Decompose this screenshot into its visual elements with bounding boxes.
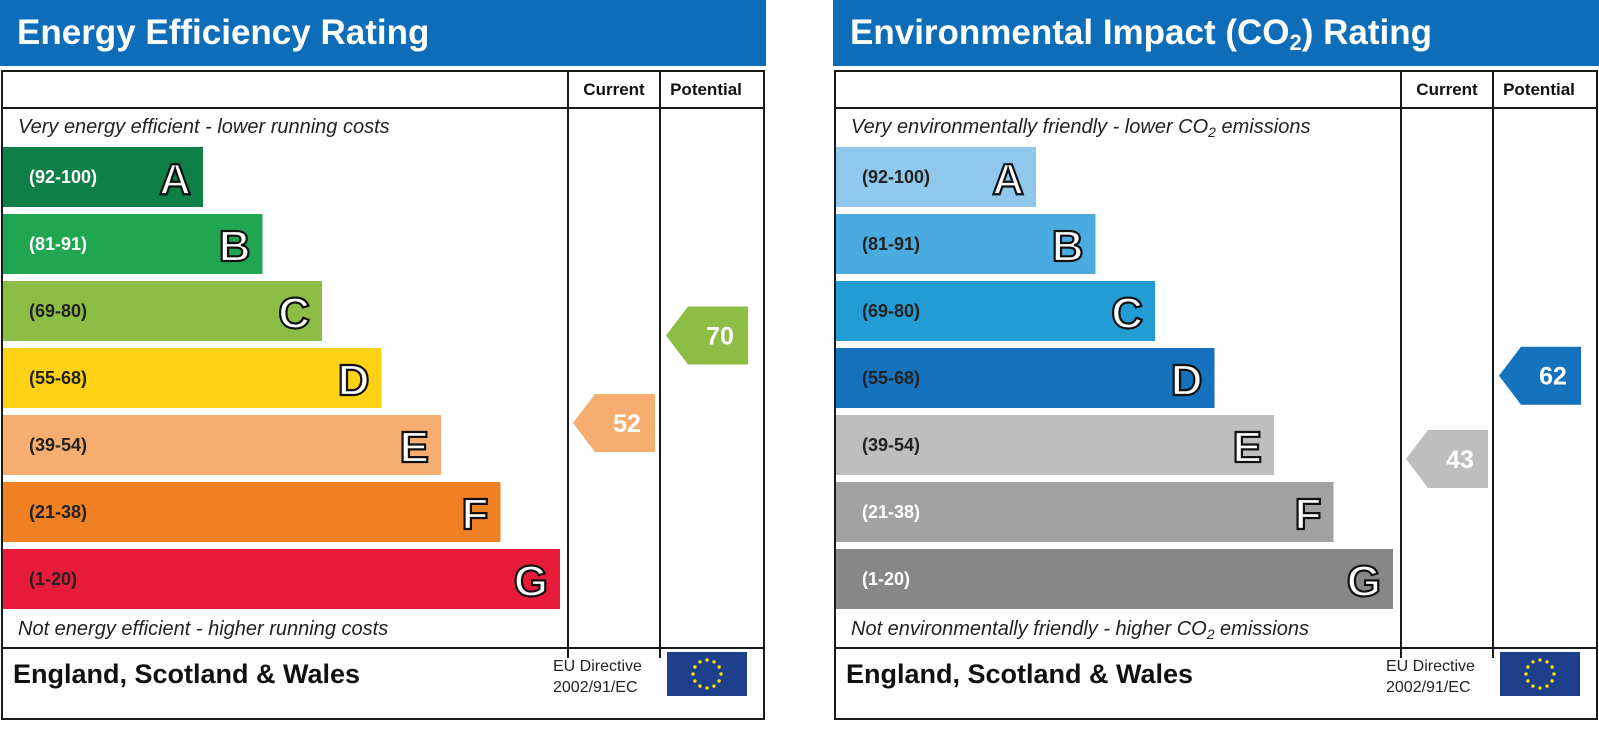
current-column-header: Current — [1416, 80, 1478, 99]
bar-e — [3, 415, 441, 475]
bar-letter: D — [338, 356, 370, 405]
caption-bottom-text: Not environmentally friendly - higher CO — [851, 618, 1207, 640]
bar-range-label: (39-54) — [29, 435, 87, 455]
caption-top-subscript: 2 — [1208, 124, 1216, 140]
bar-range-label: (1-20) — [862, 569, 910, 589]
potential-rating-arrow — [1499, 346, 1581, 405]
divider — [1492, 72, 1494, 658]
caption-bottom-subscript: 2 — [1206, 626, 1215, 642]
bar-letter: F — [1295, 490, 1322, 539]
bar-d — [3, 348, 382, 408]
bar-letter: G — [514, 557, 548, 606]
divider — [567, 72, 569, 658]
bar-range-label: (55-68) — [862, 368, 920, 388]
bar-range-label: (81-91) — [862, 234, 920, 254]
bar-range-label: (69-80) — [29, 301, 87, 321]
caption-top: Very environmentally friendly - lower CO… — [851, 116, 1310, 140]
bar-e — [836, 415, 1274, 475]
divider — [3, 107, 763, 109]
bar-c — [836, 281, 1155, 341]
bar-f — [3, 482, 501, 542]
caption-top-text: Very environmentally friendly - lower CO — [851, 116, 1209, 138]
current-rating-value: 52 — [613, 410, 641, 438]
eu-directive-line2: 2002/91/EC — [1386, 679, 1471, 696]
bar-letter: G — [1347, 557, 1381, 606]
eu-directive-line2: 2002/91/EC — [553, 679, 638, 696]
divider — [836, 647, 1596, 649]
bar-range-label: (1-20) — [29, 569, 77, 589]
chart-frame: Current Potential Very energy efficient … — [1, 70, 765, 720]
bar-letter: E — [1233, 423, 1262, 472]
eu-directive: EU Directive 2002/91/EC — [1386, 656, 1475, 698]
chart-title: Energy Efficiency Rating — [0, 0, 766, 66]
eu-flag-icon — [1500, 652, 1580, 696]
bar-f — [836, 482, 1334, 542]
divider — [3, 647, 763, 649]
potential-rating-arrow — [666, 306, 748, 365]
divider — [659, 72, 661, 658]
bar-range-label: (21-38) — [862, 502, 920, 522]
rating-bars: (92-100) A (81-91) B (69-80) C (55-68) D (39-54)… — [3, 147, 748, 609]
chart-title: Environmental Impact (CO2) Rating — [833, 0, 1599, 66]
bar-a — [836, 147, 1036, 207]
current-rating-value: 43 — [1446, 446, 1474, 474]
chart-title-subscript: 2 — [1289, 30, 1302, 55]
current-rating-arrow — [1406, 430, 1488, 488]
bar-range-label: (69-80) — [862, 301, 920, 321]
bar-range-label: (21-38) — [29, 502, 87, 522]
caption-top: Very energy efficient - lower running co… — [18, 116, 390, 138]
eu-directive: EU Directive 2002/91/EC — [553, 656, 642, 698]
bar-letter: A — [992, 155, 1024, 204]
eu-flag-icon — [667, 652, 747, 696]
chart-frame: Current Potential Very environmentally f… — [834, 70, 1598, 720]
bar-letter: F — [462, 490, 489, 539]
bar-letter: A — [159, 155, 191, 204]
divider — [836, 107, 1596, 109]
environmental-impact-panel: Environmental Impact (CO2) Rating Curren… — [833, 0, 1599, 720]
bar-g — [836, 549, 1393, 609]
eu-directive-line1: EU Directive — [553, 658, 642, 675]
bar-range-label: (92-100) — [29, 167, 97, 187]
bar-letter: C — [278, 289, 310, 338]
divider — [1400, 72, 1402, 658]
bar-range-label: (81-91) — [29, 234, 87, 254]
energy-efficiency-panel: Energy Efficiency Rating Current Potenti… — [0, 0, 766, 720]
caption-top-suffix: emissions — [1215, 116, 1311, 138]
chart-title-text: Environmental Impact (CO — [850, 13, 1290, 52]
bar-c — [3, 281, 322, 341]
bar-d — [836, 348, 1215, 408]
bar-a — [3, 147, 203, 207]
potential-column-header: Potential — [670, 80, 742, 99]
bar-b — [3, 214, 263, 274]
potential-column-header: Potential — [1503, 80, 1575, 99]
bar-b — [836, 214, 1096, 274]
caption-bottom: Not energy efficient - higher running co… — [18, 618, 389, 640]
current-rating-arrow — [573, 394, 655, 452]
rating-bars: (92-100) A (81-91) B (69-80) C (55-68) D (39-54)… — [836, 147, 1581, 609]
footer-region: England, Scotland & Wales — [13, 659, 361, 689]
bar-range-label: (92-100) — [862, 167, 930, 187]
chart-title-suffix: ) Rating — [1301, 13, 1433, 52]
bar-letter: D — [1171, 356, 1203, 405]
caption-bottom-suffix: emissions — [1214, 618, 1309, 640]
caption-bottom: Not environmentally friendly - higher CO… — [851, 618, 1309, 642]
potential-rating-value: 70 — [706, 323, 734, 351]
bar-range-label: (55-68) — [29, 368, 87, 388]
bar-letter: B — [1052, 222, 1084, 271]
eu-directive-line1: EU Directive — [1386, 658, 1475, 675]
bar-letter: B — [219, 222, 251, 271]
potential-rating-value: 62 — [1539, 363, 1567, 391]
chart-title-text: Energy Efficiency Rating — [17, 13, 430, 52]
footer-region: England, Scotland & Wales — [846, 659, 1194, 689]
bar-letter: C — [1111, 289, 1143, 338]
bar-g — [3, 549, 560, 609]
bar-letter: E — [400, 423, 429, 472]
current-column-header: Current — [583, 80, 645, 99]
bar-range-label: (39-54) — [862, 435, 920, 455]
